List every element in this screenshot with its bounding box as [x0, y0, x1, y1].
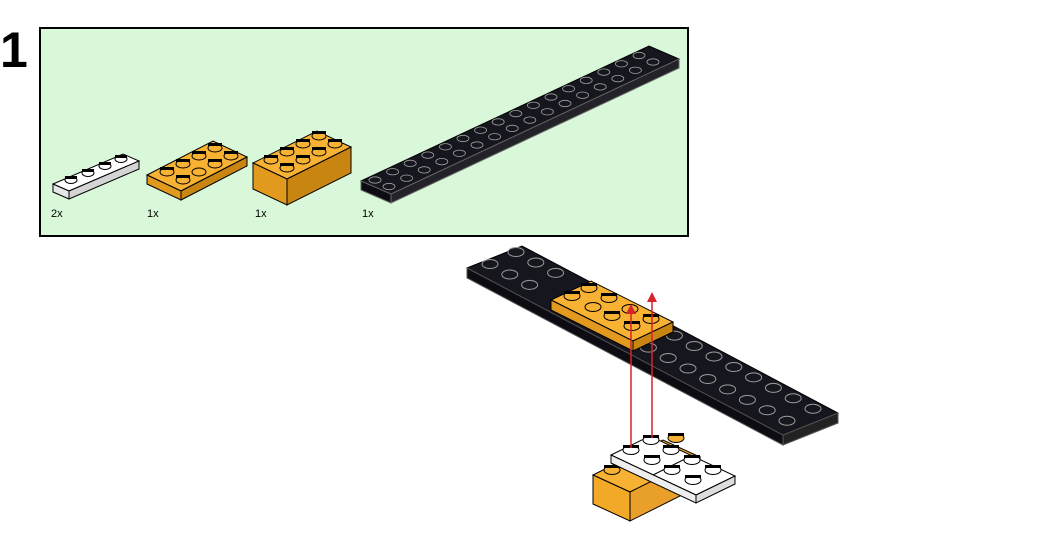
- quantity-label: 1x: [255, 208, 267, 220]
- stud: [659, 353, 677, 364]
- stud: [685, 341, 703, 352]
- stud: [745, 372, 763, 383]
- stud: [562, 85, 576, 93]
- stud: [481, 259, 499, 269]
- step-number: 1: [0, 22, 28, 78]
- stud: [507, 247, 525, 257]
- stud: [435, 158, 449, 166]
- stud: [488, 133, 502, 141]
- stud: [614, 60, 628, 68]
- stud: [632, 51, 646, 60]
- stud: [646, 58, 660, 66]
- stud: [804, 403, 822, 414]
- parts-list-panel: 2x 1x: [39, 27, 689, 237]
- stud: [453, 149, 466, 157]
- stud: [386, 168, 399, 176]
- stud: [505, 124, 519, 133]
- black-plate-2x16-icon: [359, 45, 681, 204]
- stud: [784, 393, 802, 404]
- orange-brick-2x4-icon: [251, 130, 353, 206]
- stud: [501, 269, 519, 280]
- stud: [738, 394, 756, 405]
- stud: [725, 361, 743, 372]
- stud: [521, 279, 539, 290]
- stud: [558, 99, 572, 108]
- stud: [544, 93, 558, 101]
- stud: [719, 384, 737, 395]
- stud: [758, 405, 776, 416]
- stud: [417, 166, 431, 174]
- stud: [611, 74, 625, 83]
- stud: [526, 101, 540, 109]
- white-plate-1x4-icon: [51, 153, 141, 200]
- quantity-label: 2x: [51, 208, 63, 220]
- stud: [547, 267, 565, 278]
- stud: [403, 159, 417, 168]
- stud: [576, 91, 590, 99]
- stud: [764, 382, 782, 393]
- stud: [540, 108, 554, 116]
- stud: [523, 116, 537, 124]
- stud: [400, 174, 413, 182]
- stud: [579, 76, 593, 85]
- white-plates-assembly: [609, 435, 737, 504]
- stud: [491, 118, 505, 126]
- stud: [456, 134, 470, 143]
- stud: [509, 110, 523, 118]
- stud: [679, 363, 697, 374]
- stud: [628, 66, 642, 74]
- stud: [474, 126, 487, 134]
- stud: [382, 182, 396, 191]
- stud: [421, 151, 435, 159]
- stud: [470, 141, 484, 149]
- stud: [593, 83, 607, 91]
- stud: [778, 415, 796, 426]
- stud: [439, 143, 452, 151]
- orange-plate-assembly: [549, 280, 675, 352]
- stud: [699, 373, 717, 384]
- stud: [597, 68, 611, 76]
- assembly-arrows: [626, 292, 657, 448]
- stud: [705, 351, 723, 362]
- stud: [368, 176, 382, 184]
- orange-plate-2x4-icon: [145, 140, 249, 201]
- quantity-label: 1x: [362, 208, 374, 220]
- stud: [527, 257, 545, 268]
- quantity-label: 1x: [147, 208, 159, 220]
